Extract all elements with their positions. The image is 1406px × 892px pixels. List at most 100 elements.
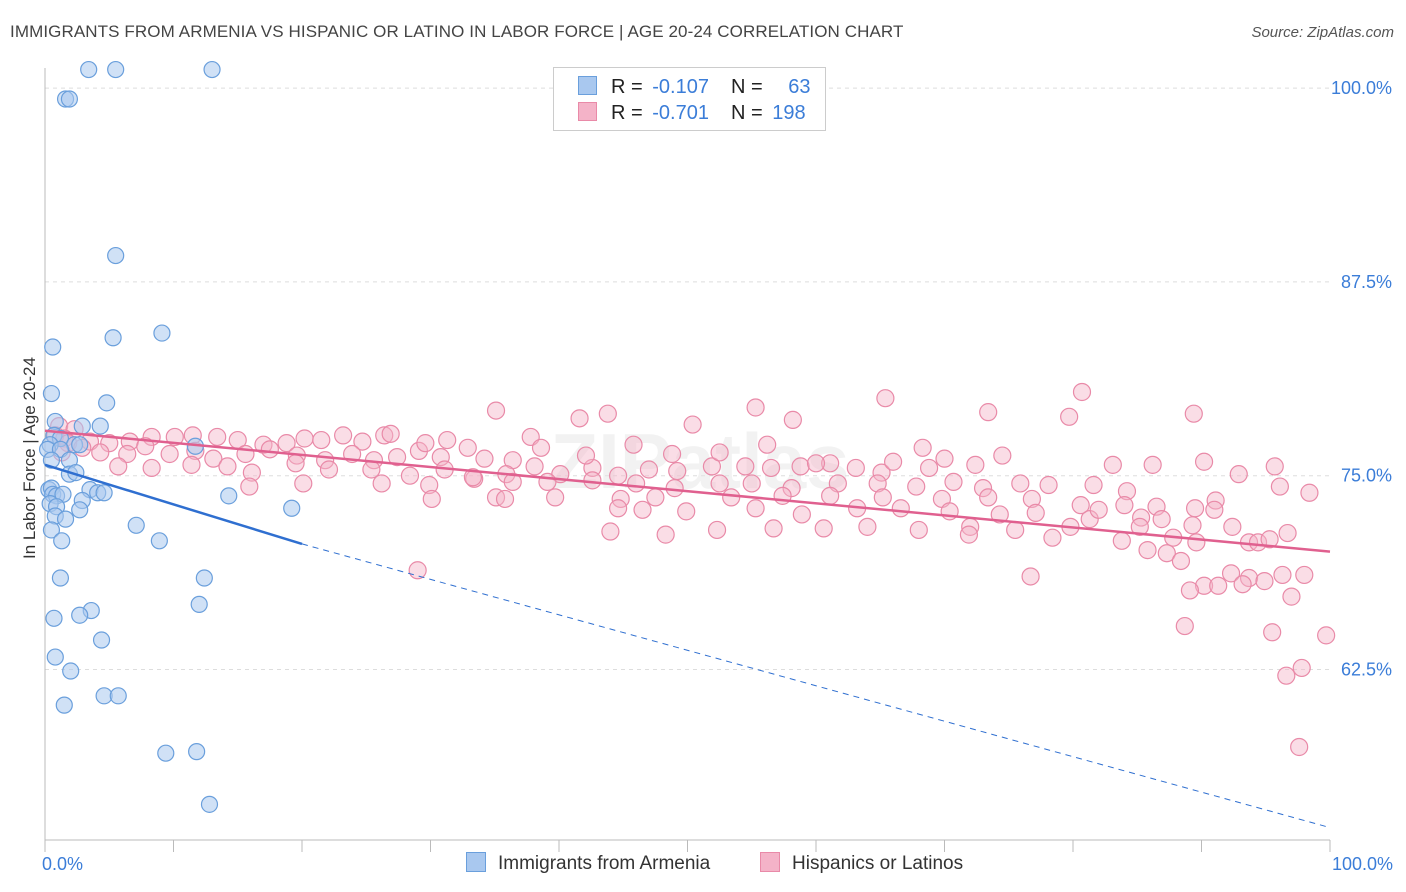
armenia-trend-line — [44, 463, 303, 546]
hispanic-point — [702, 457, 722, 476]
hispanic-point — [883, 452, 903, 471]
hispanic-point — [846, 458, 865, 478]
hispanic-point — [242, 463, 261, 482]
y-axis-label: In Labor Force | Age 20-24 — [20, 357, 39, 559]
hispanic-point — [792, 505, 811, 524]
hispanic-point — [334, 426, 353, 445]
hispanic-point — [821, 486, 840, 505]
hispanic-point — [1130, 517, 1149, 536]
armenia-points — [38, 60, 301, 813]
hispanic-point — [1006, 520, 1025, 540]
hispanic-point — [677, 502, 696, 521]
hispanic-point — [260, 440, 279, 459]
hispanic-point — [710, 443, 729, 462]
hispanic-point — [463, 468, 483, 487]
hispanic-point — [624, 435, 643, 454]
hispanic-point — [1265, 457, 1284, 476]
hispanic-point — [646, 488, 665, 507]
hispanic-point — [891, 499, 910, 518]
hispanic-point — [746, 398, 765, 417]
hispanic-point — [1205, 500, 1224, 519]
hispanic-point — [1263, 623, 1282, 642]
hispanic-point — [218, 457, 237, 476]
armenia-point — [203, 60, 221, 79]
hispanic-point — [486, 401, 506, 420]
hispanic-point — [295, 429, 314, 448]
armenia-point — [283, 499, 301, 517]
hispanic-point — [375, 426, 394, 445]
armenia-point — [45, 609, 63, 627]
hispanic-point — [990, 505, 1009, 524]
hispanic-point — [136, 437, 155, 456]
hispanic-point — [876, 389, 895, 408]
hispanic-point — [495, 489, 515, 509]
hispanic-point — [1152, 510, 1171, 529]
hispanic-point — [1187, 533, 1206, 552]
n-label: N = — [730, 76, 769, 98]
hispanic-point — [1229, 465, 1248, 484]
armenia-point — [42, 451, 61, 469]
hispanic-point — [665, 479, 684, 498]
hispanic-point — [1273, 565, 1292, 585]
gridlines — [45, 87, 1330, 670]
hispanic-point — [1317, 626, 1336, 645]
hispanic-point — [1209, 576, 1228, 595]
hispanic-point — [1021, 567, 1040, 586]
armenia-point — [109, 687, 127, 705]
hispanic-point — [1117, 482, 1137, 501]
hispanic-point — [764, 519, 783, 538]
hispanic-point — [286, 454, 305, 473]
hispanic-point — [475, 449, 494, 468]
n-value: 198 — [772, 102, 806, 124]
hispanic-point — [1233, 575, 1252, 594]
hispanic-point — [583, 471, 602, 490]
hispanic-point — [1103, 455, 1122, 474]
hispanic-point — [1300, 483, 1319, 502]
hispanic-point — [160, 444, 179, 464]
hispanic-point — [1175, 616, 1194, 636]
hispanic-point — [1112, 531, 1131, 550]
hispanic-point — [1255, 572, 1274, 591]
hispanic-point — [503, 472, 522, 492]
r-value: -0.701 — [652, 102, 709, 124]
armenia-point — [60, 90, 79, 108]
armenia-point — [153, 324, 171, 342]
hispanic-point — [1290, 737, 1309, 757]
hispanic-point — [761, 458, 781, 478]
hispanic-point — [538, 472, 557, 492]
r-value: -0.107 — [652, 76, 709, 98]
hispanic-point — [353, 432, 372, 451]
hispanic-point — [868, 474, 887, 493]
armenia-point — [46, 648, 64, 666]
hispanic-point — [1223, 517, 1242, 536]
blue-swatch — [466, 852, 486, 872]
hispanic-point — [1039, 475, 1058, 495]
armenia-point — [62, 662, 80, 680]
hispanic-point — [1282, 587, 1301, 606]
hispanic-point — [1194, 452, 1214, 471]
hispanic-point — [935, 449, 954, 468]
armenia-point — [200, 795, 219, 813]
hispanic-point — [1071, 496, 1090, 515]
armenia-point — [190, 595, 208, 613]
hispanic-point — [118, 444, 137, 464]
trend-lines — [44, 429, 1331, 829]
hispanic-point — [1206, 491, 1225, 510]
hispanic-point — [993, 446, 1012, 465]
armenia-point — [51, 569, 70, 587]
hispanic-point — [1089, 500, 1108, 519]
hispanic-point — [783, 410, 802, 429]
hispanic-point — [204, 449, 223, 468]
hispanic-point — [1022, 489, 1041, 509]
hispanic-point — [722, 488, 741, 507]
hispanic-point — [400, 466, 420, 485]
hispanic-point — [742, 474, 761, 493]
hispanic-point — [387, 448, 407, 467]
hispanic-point — [1171, 551, 1191, 571]
hispanic-point — [1011, 474, 1030, 493]
hispanic-point — [656, 525, 675, 544]
hispanic-point — [1260, 530, 1279, 549]
hispanic-point — [294, 474, 313, 493]
hispanic-point — [758, 435, 777, 454]
hispanic-point — [240, 477, 259, 496]
